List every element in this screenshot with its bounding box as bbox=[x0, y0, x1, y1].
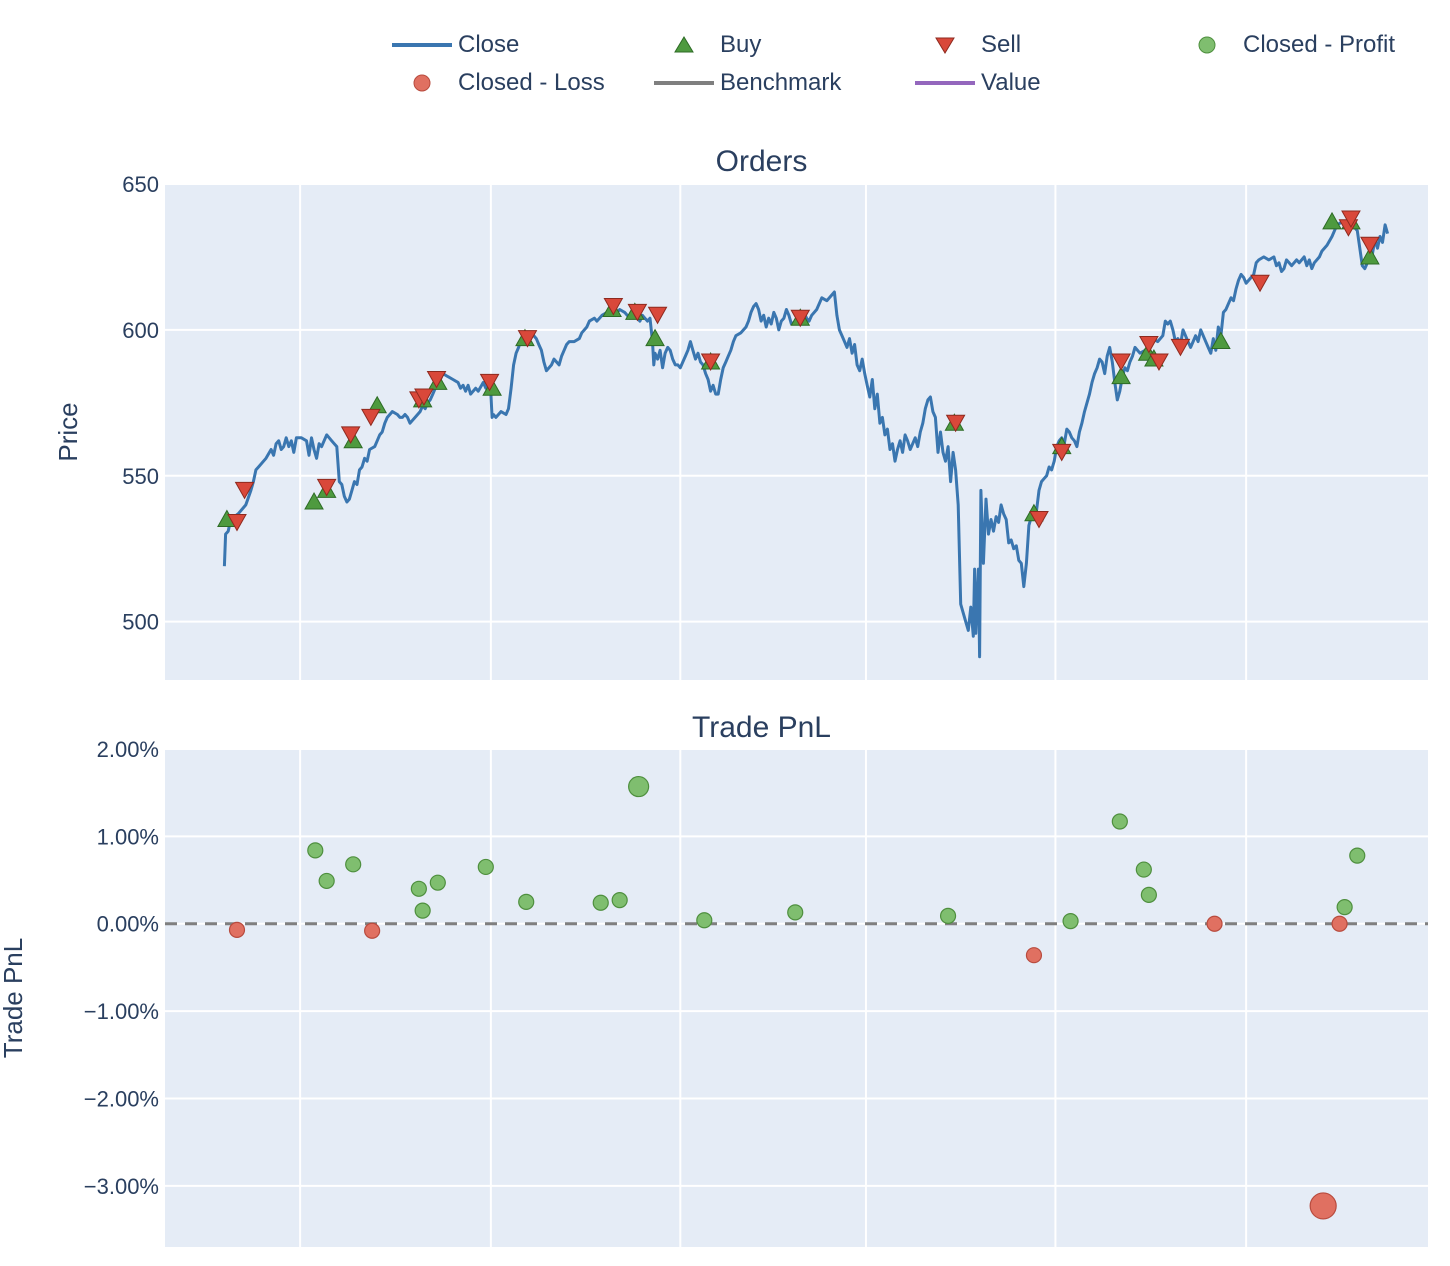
profit-marker bbox=[345, 856, 362, 873]
sell-marker bbox=[790, 309, 811, 328]
legend-symbol bbox=[392, 43, 452, 47]
y-tick-label: −1.00% bbox=[84, 999, 159, 1024]
profit-marker bbox=[1135, 861, 1152, 878]
y-axis-title: Price bbox=[53, 402, 83, 461]
buy-marker bbox=[1211, 331, 1231, 350]
legend-item-closed-loss[interactable]: Closed - Loss bbox=[380, 68, 605, 98]
legend-label: Benchmark bbox=[720, 69, 842, 96]
profit-marker bbox=[429, 874, 446, 891]
legend-symbol bbox=[413, 74, 431, 92]
orders-panel: 500 550 600 650 Orders Price bbox=[53, 145, 1428, 680]
profit-marker bbox=[939, 907, 957, 924]
profit-marker bbox=[696, 912, 713, 929]
panel-title: Orders bbox=[716, 145, 808, 178]
legend-item-closed-profit[interactable]: Closed - Profit bbox=[1165, 30, 1395, 60]
sell-marker bbox=[1170, 338, 1191, 357]
legend-item-value[interactable]: Value bbox=[903, 68, 1041, 98]
profit-marker bbox=[410, 880, 427, 897]
buy-marker bbox=[1360, 246, 1380, 265]
legend-label: Buy bbox=[720, 31, 762, 58]
sell-marker bbox=[1051, 443, 1072, 462]
sell-marker bbox=[361, 408, 381, 427]
legend-symbol bbox=[915, 81, 975, 85]
legend-item-buy[interactable]: Buy bbox=[642, 30, 761, 60]
legend-symbol bbox=[935, 37, 955, 54]
legend-symbol bbox=[1198, 36, 1216, 54]
sell-marker bbox=[1360, 236, 1380, 255]
sell-marker bbox=[1250, 274, 1270, 293]
sell-marker bbox=[414, 388, 434, 407]
y-tick-label: 650 bbox=[122, 172, 159, 197]
profit-marker bbox=[307, 842, 324, 859]
y-tick-label: 600 bbox=[122, 318, 159, 343]
sell-marker bbox=[316, 478, 337, 497]
sell-marker bbox=[479, 373, 500, 392]
profit-marker bbox=[1062, 913, 1079, 930]
profit-marker bbox=[592, 894, 609, 911]
close-price-line bbox=[222, 220, 1390, 659]
legend: Close Buy Sell Closed - Profit Closed - Loss… bbox=[380, 30, 1440, 110]
panel-title: Trade PnL bbox=[692, 711, 831, 744]
profit-marker bbox=[628, 775, 650, 798]
sell-marker bbox=[647, 306, 668, 325]
profit-marker bbox=[611, 892, 628, 909]
y-tick-label: 550 bbox=[122, 464, 159, 489]
legend-label: Closed - Loss bbox=[458, 69, 605, 96]
sell-marker bbox=[340, 426, 361, 444]
sell-marker bbox=[227, 513, 247, 532]
sell-marker bbox=[517, 330, 538, 348]
y-tick-label: −2.00% bbox=[84, 1086, 159, 1111]
sell-marker bbox=[1341, 210, 1361, 229]
sell-marker bbox=[1029, 511, 1049, 529]
profit-marker bbox=[414, 902, 431, 919]
legend-label: Closed - Profit bbox=[1243, 31, 1396, 58]
sell-marker bbox=[234, 481, 255, 500]
y-tick-label: −3.00% bbox=[84, 1174, 159, 1199]
legend-item-sell[interactable]: Sell bbox=[903, 30, 1021, 60]
loss-marker bbox=[228, 921, 246, 938]
sell-marker bbox=[700, 353, 721, 371]
legend-symbol bbox=[674, 36, 694, 53]
y-tick-label: 1.00% bbox=[97, 824, 159, 849]
buy-marker bbox=[1111, 366, 1131, 385]
profit-marker bbox=[787, 904, 804, 921]
sell-marker bbox=[1111, 353, 1131, 371]
legend-symbol bbox=[654, 81, 714, 85]
profit-marker bbox=[1140, 886, 1157, 904]
legend-item-benchmark[interactable]: Benchmark bbox=[642, 68, 841, 98]
profit-marker bbox=[477, 858, 494, 876]
loss-marker bbox=[1309, 1192, 1337, 1220]
legend-label: Close bbox=[458, 31, 520, 58]
sell-marker bbox=[1139, 335, 1159, 354]
sell-marker bbox=[1149, 353, 1169, 371]
legend-label: Value bbox=[981, 69, 1041, 96]
profit-marker bbox=[1349, 847, 1366, 864]
legend-label: Sell bbox=[981, 31, 1022, 58]
y-axis-title: Trade PnL bbox=[0, 938, 28, 1058]
sell-marker bbox=[945, 414, 966, 433]
plot-background bbox=[165, 749, 1428, 1247]
sell-marker bbox=[426, 370, 447, 389]
profit-marker bbox=[518, 893, 535, 910]
buy-marker bbox=[645, 328, 665, 347]
sell-marker bbox=[603, 298, 624, 316]
profit-marker bbox=[1336, 899, 1353, 916]
trade-pnl-panel: 2.00% 1.00% 0.00% −1.00% −2.00% −3.00% Trade P… bbox=[0, 711, 1428, 1247]
loss-marker bbox=[1331, 915, 1348, 932]
loss-marker bbox=[1025, 947, 1043, 964]
buy-marker bbox=[304, 492, 324, 510]
loss-marker bbox=[364, 922, 381, 939]
plot-background bbox=[165, 184, 1428, 680]
loss-marker bbox=[1206, 915, 1223, 932]
y-tick-label: 2.00% bbox=[97, 737, 159, 762]
profit-marker bbox=[318, 872, 335, 890]
buy-marker bbox=[1322, 211, 1342, 230]
y-tick-label: 500 bbox=[122, 610, 159, 635]
profit-marker bbox=[1111, 813, 1128, 830]
sell-marker bbox=[627, 303, 648, 322]
legend-item-close[interactable]: Close bbox=[380, 30, 519, 60]
y-tick-label: 0.00% bbox=[97, 912, 159, 937]
